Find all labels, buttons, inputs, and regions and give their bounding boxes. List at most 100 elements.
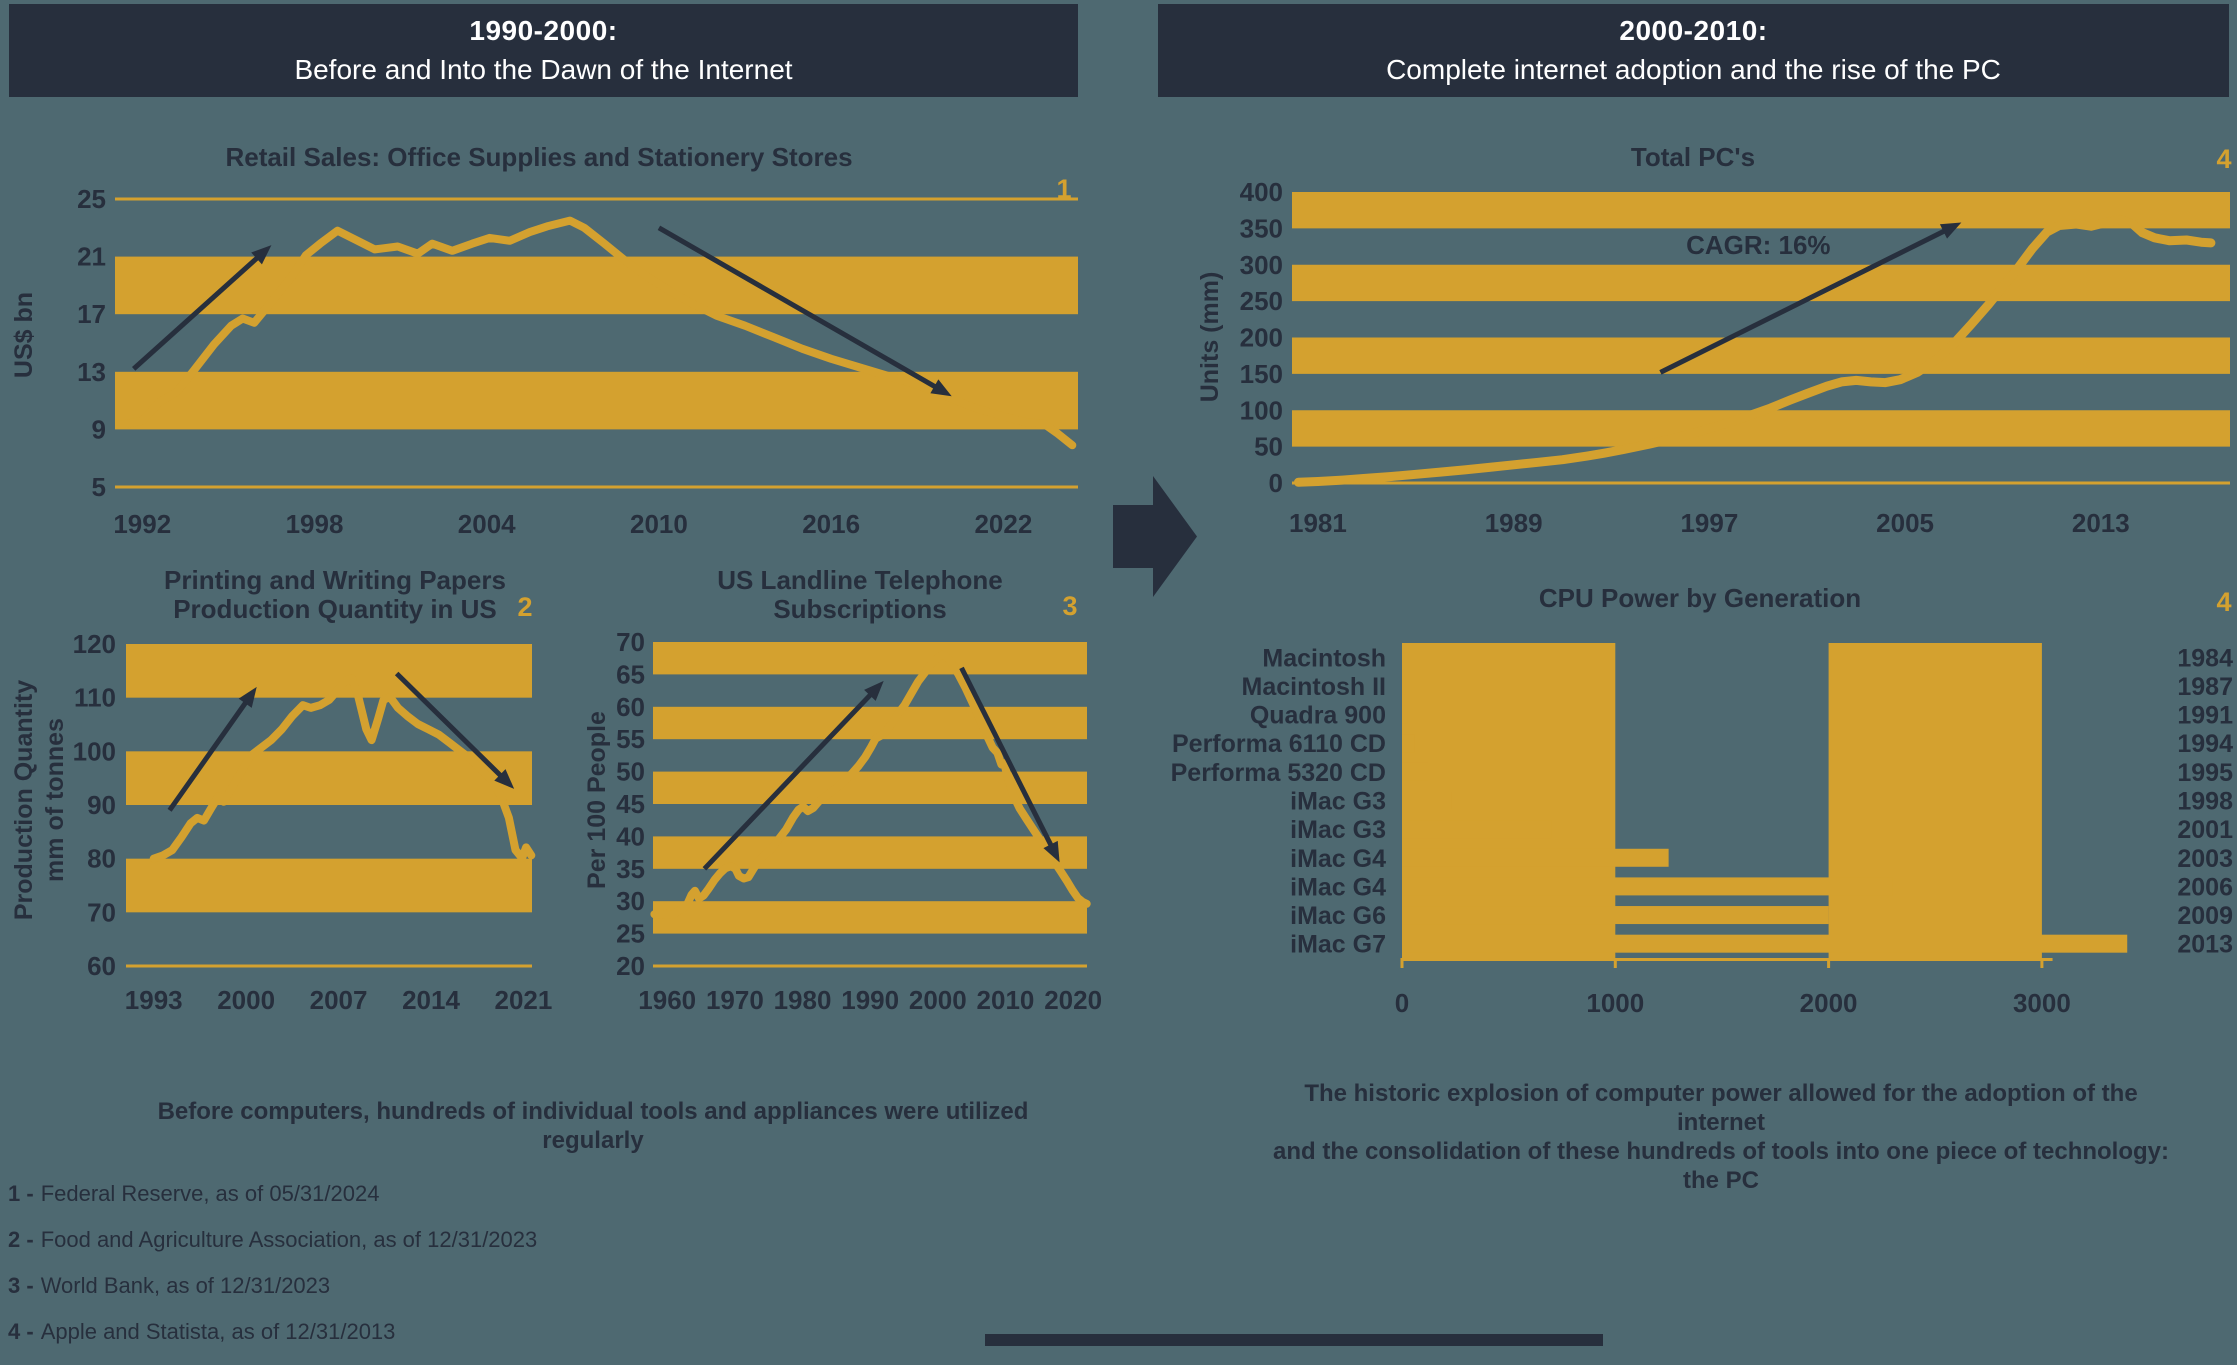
svg-text:1960: 1960 xyxy=(638,985,696,1015)
svg-text:65: 65 xyxy=(616,659,645,689)
source-footnotes: 1 - Federal Reserve, as of 05/31/2024 2 -… xyxy=(8,1181,537,1365)
svg-text:0: 0 xyxy=(1395,988,1409,1018)
svg-text:2000: 2000 xyxy=(1800,988,1858,1018)
svg-text:2004: 2004 xyxy=(458,509,516,539)
footnote-4-number: 4 - xyxy=(8,1319,34,1344)
landline-title-line2: Subscriptions xyxy=(773,594,947,624)
svg-text:60: 60 xyxy=(616,692,645,722)
svg-text:2016: 2016 xyxy=(802,509,860,539)
svg-text:2010: 2010 xyxy=(630,509,688,539)
svg-text:1991: 1991 xyxy=(2177,702,2233,730)
svg-text:1998: 1998 xyxy=(286,509,344,539)
svg-text:100: 100 xyxy=(1240,395,1283,425)
footnote-2-text: Food and Agriculture Association, as of … xyxy=(40,1227,538,1252)
svg-text:Performa 5320 CD: Performa 5320 CD xyxy=(1171,759,1386,787)
svg-text:45: 45 xyxy=(616,789,645,819)
svg-text:1995: 1995 xyxy=(2177,759,2233,787)
svg-text:2009: 2009 xyxy=(2177,902,2233,930)
right-panel-caption-line1: The historic explosion of computer power… xyxy=(1304,1080,2138,1136)
svg-text:2003: 2003 xyxy=(2177,845,2233,873)
svg-text:2013: 2013 xyxy=(2072,508,2130,538)
svg-text:9: 9 xyxy=(92,414,106,444)
paper-production-y-axis-label-line1: Production Quantity xyxy=(10,679,38,921)
svg-text:300: 300 xyxy=(1240,250,1283,280)
svg-text:1992: 1992 xyxy=(113,509,171,539)
svg-text:2020: 2020 xyxy=(1044,985,1102,1015)
svg-text:1990: 1990 xyxy=(841,985,899,1015)
svg-text:30: 30 xyxy=(616,886,645,916)
svg-text:Macintosh II: Macintosh II xyxy=(1242,673,1386,701)
svg-text:CAGR: 16%: CAGR: 16% xyxy=(1686,230,1830,260)
landline-title-line1: US Landline Telephone xyxy=(717,565,1003,595)
cpu-power-chart-title: CPU Power by Generation xyxy=(1538,583,1862,613)
footnote-2-number: 2 - xyxy=(8,1227,34,1252)
svg-text:50: 50 xyxy=(616,757,645,787)
svg-text:1994: 1994 xyxy=(2177,730,2233,758)
footnote-3: 3 - World Bank, as of 12/31/2023 xyxy=(8,1273,537,1298)
svg-text:80: 80 xyxy=(87,844,116,874)
svg-text:1989: 1989 xyxy=(1485,508,1543,538)
svg-text:0: 0 xyxy=(1269,468,1283,498)
svg-text:1997: 1997 xyxy=(1680,508,1738,538)
svg-text:21: 21 xyxy=(77,242,106,272)
total-pcs-source-badge: 4 xyxy=(2216,144,2232,174)
svg-text:iMac G7: iMac G7 xyxy=(1290,931,1386,959)
svg-text:150: 150 xyxy=(1240,359,1283,389)
left-panel-caption: Before computers, hundreds of individual… xyxy=(157,1098,1029,1154)
svg-text:25: 25 xyxy=(77,184,106,214)
paper-production-source-badge: 2 xyxy=(517,592,533,622)
svg-text:2001: 2001 xyxy=(2177,816,2233,844)
right-panel-caption: The historic explosion of computer power… xyxy=(1266,1079,2176,1195)
next-section-header-partial xyxy=(985,1334,1603,1346)
svg-text:13: 13 xyxy=(77,357,106,387)
svg-text:iMac G4: iMac G4 xyxy=(1290,873,1386,901)
svg-text:1980: 1980 xyxy=(774,985,832,1015)
paper-production-title-line1: Printing and Writing Papers xyxy=(164,565,506,595)
retail-sales-chart-title: Retail Sales: Office Supplies and Statio… xyxy=(225,142,853,172)
svg-text:60: 60 xyxy=(87,951,116,981)
header-2000s-era: 2000-2010: xyxy=(1619,15,1768,46)
svg-text:2000: 2000 xyxy=(909,985,967,1015)
svg-text:25: 25 xyxy=(616,919,645,949)
svg-text:70: 70 xyxy=(87,897,116,927)
total-pcs-y-axis-label: Units (mm) xyxy=(1196,271,1224,403)
header-1990s: 1990-2000: Before and Into the Dawn of t… xyxy=(9,4,1078,97)
footnote-3-text: World Bank, as of 12/31/2023 xyxy=(40,1273,331,1298)
header-1990s-description: Before and Into the Dawn of the Internet xyxy=(294,54,793,85)
svg-text:1993: 1993 xyxy=(125,985,183,1015)
svg-text:350: 350 xyxy=(1240,213,1283,243)
svg-text:55: 55 xyxy=(616,724,645,754)
svg-text:2014: 2014 xyxy=(402,985,460,1015)
svg-text:2007: 2007 xyxy=(310,985,368,1015)
footnote-2: 2 - Food and Agriculture Association, as … xyxy=(8,1227,538,1252)
svg-text:5: 5 xyxy=(92,472,106,502)
footnote-1-number: 1 - xyxy=(8,1181,34,1206)
svg-text:iMac G3: iMac G3 xyxy=(1290,788,1386,816)
svg-text:2022: 2022 xyxy=(974,509,1032,539)
cpu-power-source-badge: 4 xyxy=(2216,587,2232,617)
svg-text:2010: 2010 xyxy=(977,985,1035,1015)
svg-text:90: 90 xyxy=(87,790,116,820)
svg-text:iMac G6: iMac G6 xyxy=(1290,902,1386,930)
svg-text:1987: 1987 xyxy=(2177,673,2233,701)
svg-text:50: 50 xyxy=(1254,432,1283,462)
total-pcs-chart-title: Total PC's xyxy=(1630,142,1756,172)
retail-sales-y-axis-label: US$ bn xyxy=(10,291,38,379)
svg-text:40: 40 xyxy=(616,821,645,851)
svg-text:20: 20 xyxy=(616,951,645,981)
svg-text:1970: 1970 xyxy=(706,985,764,1015)
svg-text:250: 250 xyxy=(1240,286,1283,316)
svg-text:35: 35 xyxy=(616,854,645,884)
header-2000s: 2000-2010: Complete internet adoption an… xyxy=(1158,4,2229,97)
footnote-1: 1 - Federal Reserve, as of 05/31/2024 xyxy=(8,1181,537,1206)
svg-text:iMac G4: iMac G4 xyxy=(1290,845,1386,873)
svg-text:110: 110 xyxy=(74,683,116,713)
svg-text:2006: 2006 xyxy=(2177,873,2233,901)
transition-arrow-icon xyxy=(1113,476,1197,597)
landline-chart-title: US Landline Telephone Subscriptions xyxy=(610,566,1110,624)
footnote-3-number: 3 - xyxy=(8,1273,34,1298)
svg-text:1984: 1984 xyxy=(2177,644,2233,672)
header-1990s-era: 1990-2000: xyxy=(469,15,618,46)
